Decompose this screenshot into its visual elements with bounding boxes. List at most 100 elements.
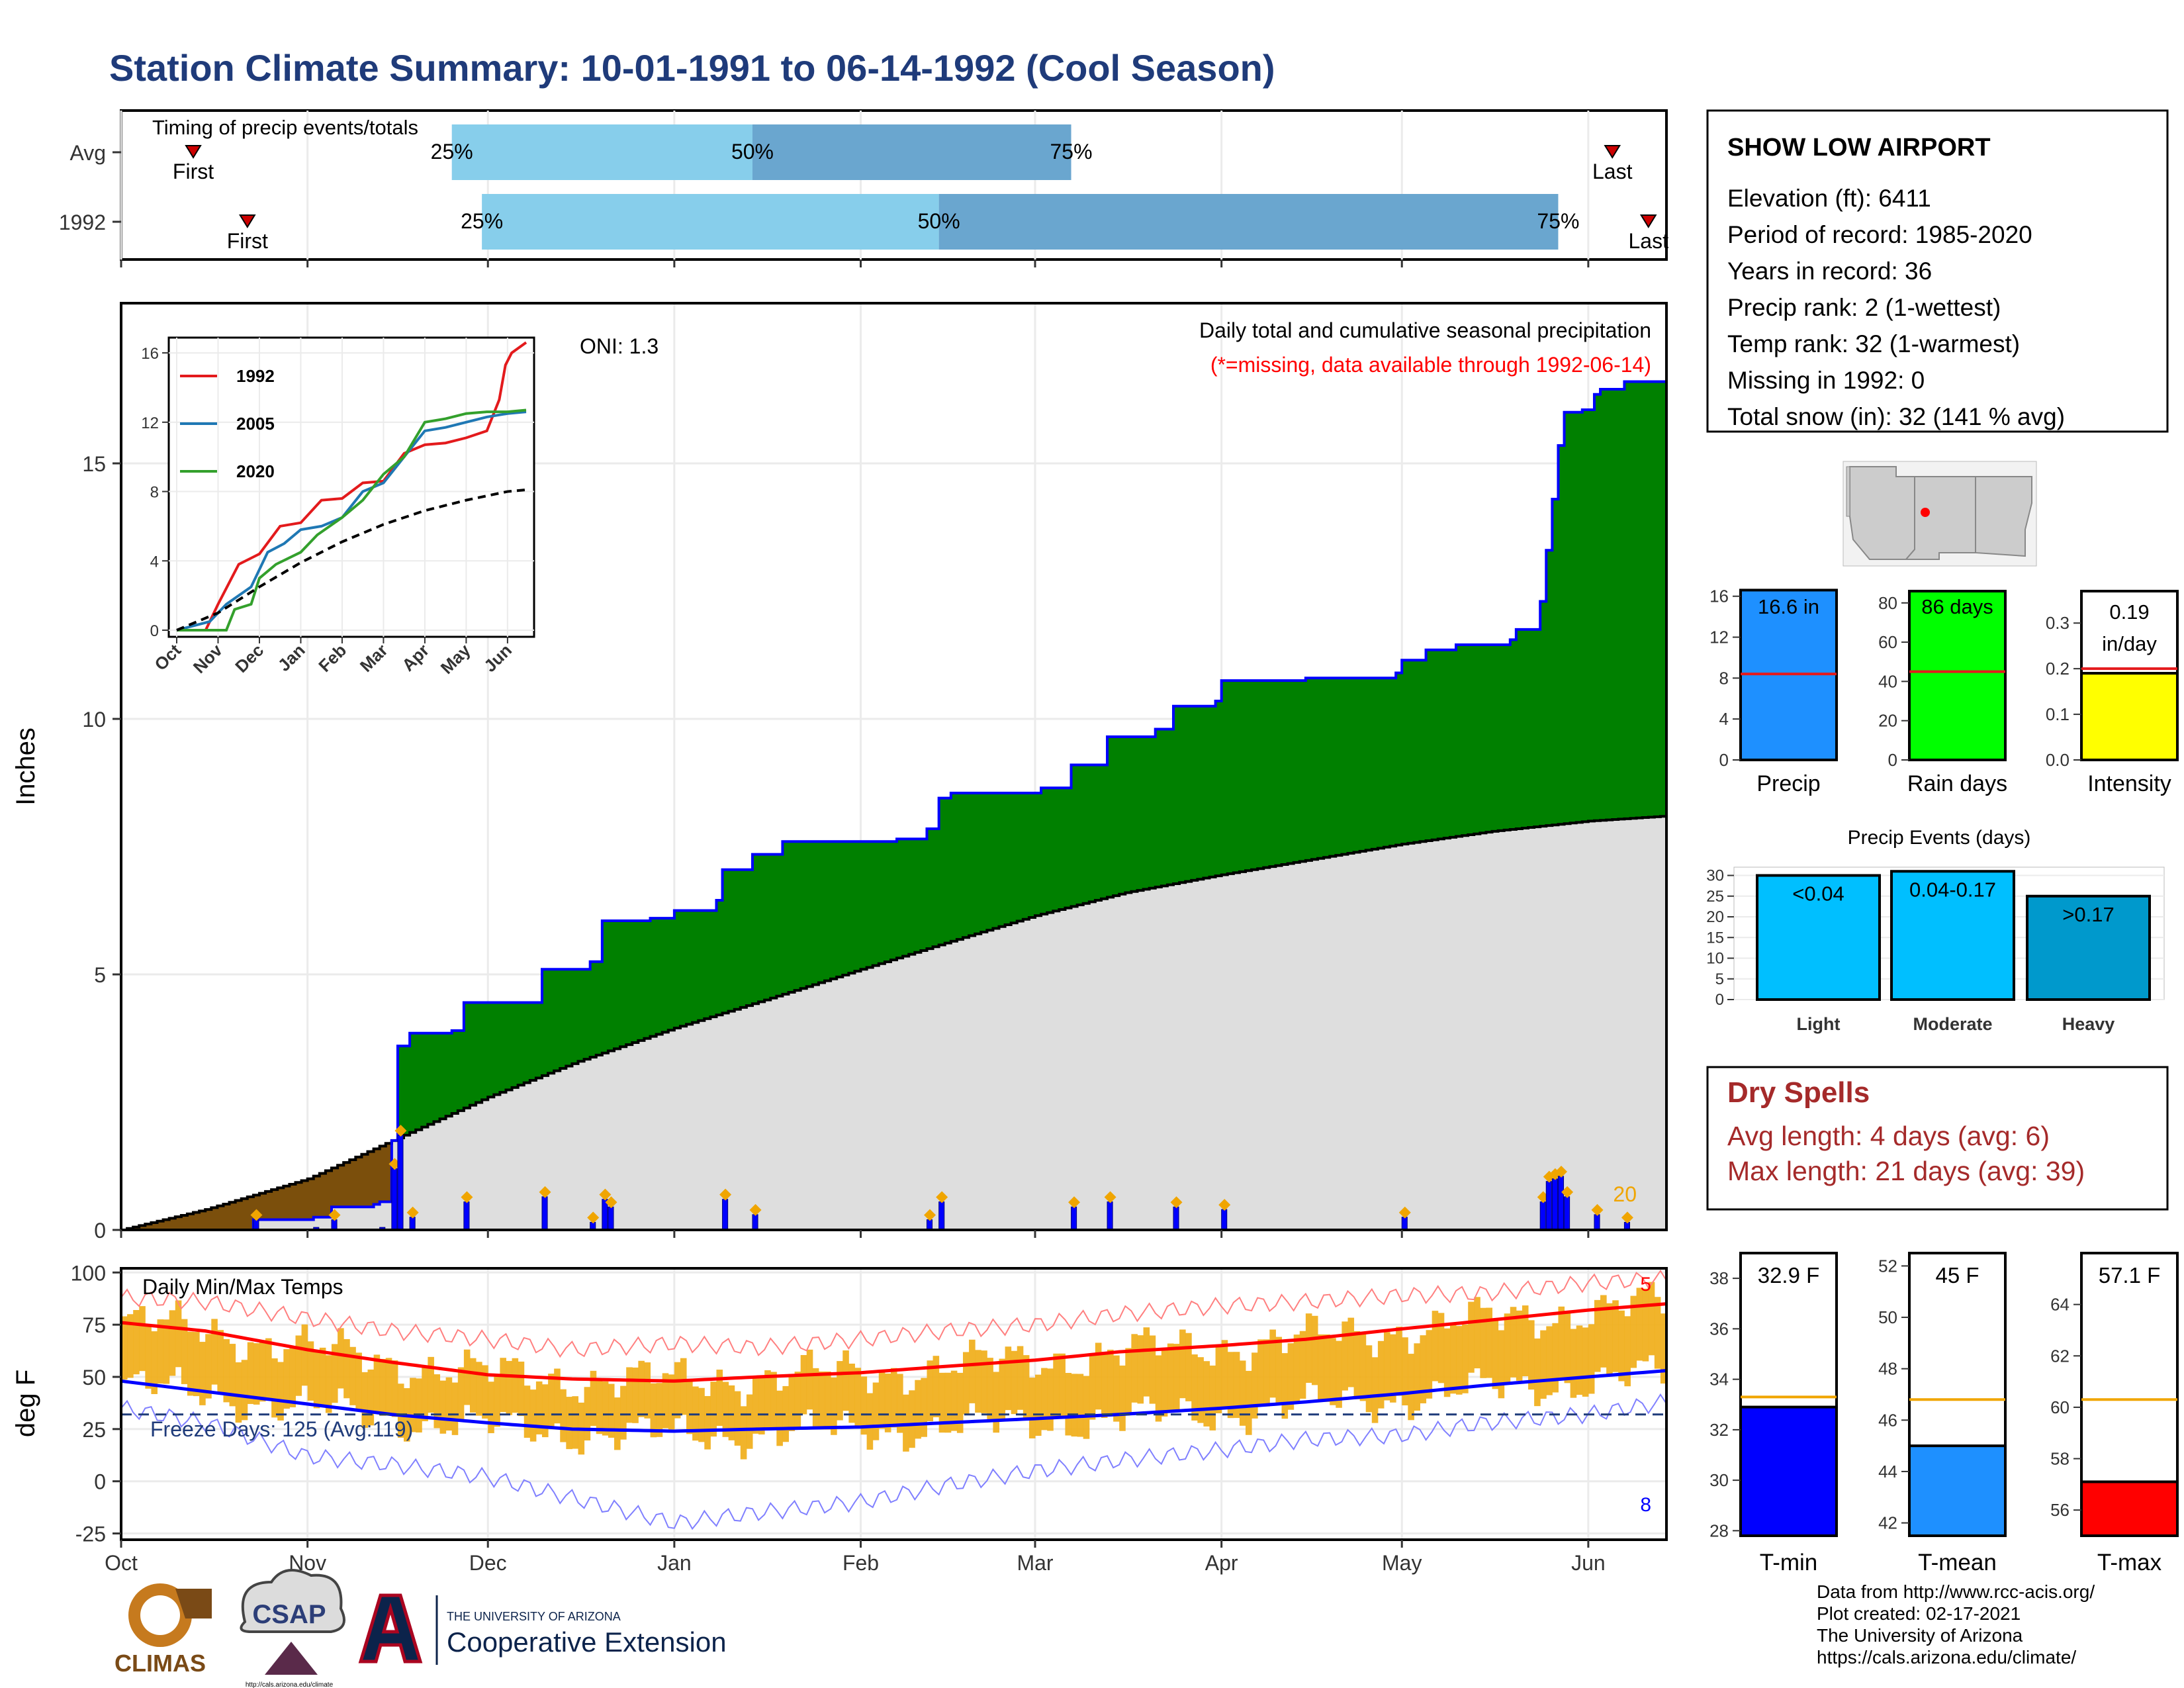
daily-temp-bar [1408,1354,1414,1421]
daily-temp-bar [295,1335,302,1396]
missing-count: 20 [1613,1182,1637,1206]
daily-temp-bar [1035,1374,1042,1436]
daily-temp-bar [782,1385,790,1442]
events-category-label: Heavy [2062,1014,2115,1034]
ua-small-text: THE UNIVERSITY OF ARIZONA [447,1610,621,1623]
daily-temp-bar [229,1344,236,1407]
daily-temp-bar [716,1370,723,1427]
daily-temp-bar [1011,1350,1018,1415]
daily-precip-bar [1221,1209,1228,1231]
daily-precip-bar [1107,1201,1113,1231]
daily-temp-bar [181,1319,188,1384]
daily-temp-bar [1456,1326,1463,1395]
daily-temp-bar [1071,1374,1078,1437]
daily-temp-bar [1365,1345,1373,1413]
daily-temp-bar [1059,1353,1066,1418]
timing-label: Timing of precip events/totals [152,116,418,139]
daily-temp-bar [764,1370,771,1428]
daily-temp-bar [1023,1355,1030,1419]
daily-temp-bar [482,1365,488,1419]
temp-summary-ytick-label: 38 [1709,1268,1729,1288]
temp-summary-label: T-min [1760,1550,1818,1575]
daily-precip-marker [599,1188,612,1201]
daily-temp-bar [776,1390,783,1446]
events-category-label: Light [1797,1014,1841,1034]
daily-temp-bar [1209,1365,1216,1430]
events-ytick-label: 25 [1706,888,1724,906]
daily-temp-bar [740,1406,747,1460]
last-label: Last [1629,229,1669,253]
daily-temp-bar [1546,1326,1553,1395]
daily-precip-bar [926,1219,933,1231]
month-tick-label: May [1382,1551,1422,1575]
daily-temp-bar [199,1342,206,1405]
events-bar-moderate [1890,870,2015,1001]
daily-precip-marker [749,1203,762,1216]
daily-temp-bar [1654,1297,1661,1369]
daily-precip-bar [1173,1206,1179,1231]
daily-temp-bar [1131,1334,1138,1403]
inset-legend-label: 1992 [236,366,275,386]
daily-temp-bar [1492,1320,1499,1389]
daily-temp-bar [476,1362,482,1416]
daily-temp-bar [428,1356,434,1413]
station-info-line: Missing in 1992: 0 [1727,367,1925,394]
summary-ytick-label: 8 [1719,668,1729,688]
daily-temp-bar [265,1338,272,1400]
events-category-label: Moderate [1913,1014,1992,1034]
daily-temp-bar [271,1358,278,1418]
daily-temp-bar [1089,1354,1096,1420]
daily-temp-bar [1588,1324,1595,1394]
daily-precip-marker [1398,1206,1411,1219]
daily-temp-bar [422,1366,428,1422]
daily-precip-bar [608,1206,614,1231]
daily-temp-bar [1504,1313,1511,1383]
daily-temp-bar [1648,1282,1655,1356]
daily-temp-bar [506,1360,513,1415]
daily-temp-bar [909,1390,915,1448]
daily-temp-bar [289,1348,296,1407]
inset-legend-label: 2020 [236,461,275,481]
daily-precip-marker [605,1196,617,1209]
daily-temp-bar [872,1382,880,1440]
daily-temp-bar [1263,1339,1270,1407]
temp-summary-ytick-label: 42 [1878,1513,1897,1533]
precip-ytick-label: 15 [82,452,106,476]
daily-temp-bar [938,1372,946,1433]
daily-temp-bar [205,1334,212,1399]
summary-ytick-label: 0 [1888,750,1897,770]
summary-ytick-label: 60 [1878,632,1897,652]
daily-precip-bar [938,1201,945,1231]
daily-temp-bar [1281,1353,1289,1419]
daily-temp-bar [1275,1336,1283,1405]
station-info-line: Temp rank: 32 (1-warmest) [1727,330,2020,357]
daily-temp-bar [307,1341,314,1401]
daily-temp-bar [848,1364,855,1423]
daily-temp-bar [818,1371,825,1430]
daily-temp-bar [1191,1354,1198,1421]
summary-ytick-label: 0.1 [2046,704,2070,724]
temp-summary-ytick-label: 52 [1878,1256,1897,1276]
temp-summary-bar-t-max [2080,1480,2179,1538]
daily-temp-bar [746,1394,753,1449]
daily-temp-bar [560,1389,567,1442]
temp-summary-ytick-label: 60 [2050,1397,2070,1417]
temp-summary-ytick-label: 64 [2050,1295,2070,1315]
daily-temp-bar [523,1385,531,1438]
daily-temp-bar [1330,1338,1336,1405]
csap-logo: CSAP http://cals.arizona.edu/climate [240,1569,345,1688]
station-box: SHOW LOW AIRPORT Elevation (ft): 6411 Per… [1706,109,2169,433]
month-tick-label: Mar [1017,1551,1053,1575]
temp-ytick-label: 50 [82,1366,106,1389]
daily-temp-bar [686,1379,693,1434]
daily-precip-bar [752,1214,758,1231]
daily-temp-bar [1167,1343,1174,1411]
daily-temp-bar [860,1376,868,1435]
summary-bar-2 [2080,672,2179,762]
temp-ytick-label: -25 [75,1523,106,1546]
locator-map [1843,461,2037,567]
daily-precip-bar [463,1201,470,1231]
daily-temp-bar [338,1328,344,1389]
